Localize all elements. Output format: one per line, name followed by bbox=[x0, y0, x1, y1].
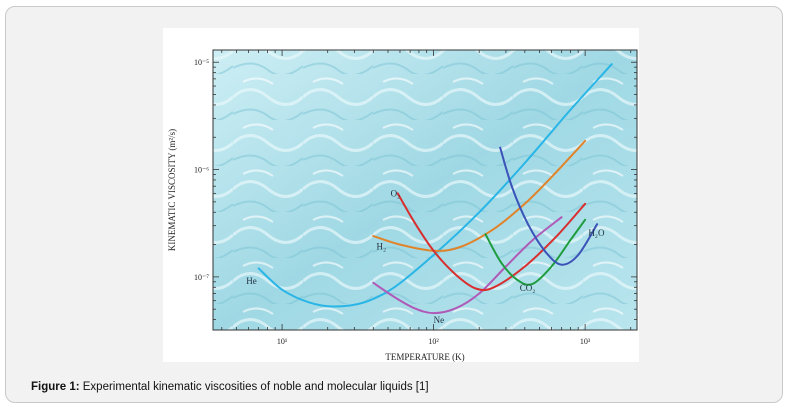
x-tick-label: 10³ bbox=[580, 337, 591, 346]
x-axis-label: TEMPERATURE (K) bbox=[385, 352, 464, 362]
figure-caption: Figure 1: Experimental kinematic viscosi… bbox=[31, 381, 429, 393]
series-label-o2: O₂ bbox=[391, 189, 401, 199]
chart-figure: 10¹ 10² 10³ 10⁻⁷ 10⁻⁶ 10⁻⁵ He Ne H₂ O₂ CO₂ H₂O TEM… bbox=[163, 28, 639, 362]
series-line-co2 bbox=[484, 218, 587, 286]
viscosity-chart: 10¹ 10² 10³ 10⁻⁷ 10⁻⁶ 10⁻⁵ He Ne H₂ O₂ CO₂ H₂O TEM… bbox=[167, 49, 638, 362]
series-line-o2 bbox=[396, 192, 587, 292]
series-label-ne: Ne bbox=[434, 315, 445, 325]
figure-panel: 10¹ 10² 10³ 10⁻⁷ 10⁻⁶ 10⁻⁵ He Ne H₂ O₂ CO₂ H₂O TEM… bbox=[5, 6, 783, 403]
series-line-h2 bbox=[372, 139, 587, 252]
series-line-h2o bbox=[499, 146, 599, 266]
y-tick-label: 10⁻⁶ bbox=[194, 166, 209, 175]
series-label-h2o: H₂O bbox=[588, 228, 605, 238]
x-tick-label: 10¹ bbox=[277, 337, 288, 346]
series-label-co2: CO₂ bbox=[520, 283, 536, 293]
plot-background bbox=[213, 50, 637, 330]
figure-caption-label: Figure 1: bbox=[31, 381, 80, 393]
series-label-h2: H₂ bbox=[377, 241, 387, 251]
series-line-ne bbox=[372, 216, 563, 315]
y-tick-label: 10⁻⁵ bbox=[194, 58, 209, 67]
plot-frame bbox=[212, 49, 638, 331]
series-layer: He Ne H₂ O₂ CO₂ H₂O bbox=[246, 63, 613, 325]
axes: 10¹ 10² 10³ 10⁻⁷ 10⁻⁶ 10⁻⁵ bbox=[194, 49, 638, 346]
y-axis-label: KINEMATIC VISCOSITY (m²/s) bbox=[167, 129, 177, 251]
y-tick-label: 10⁻⁷ bbox=[194, 273, 209, 282]
x-tick-label: 10² bbox=[428, 337, 439, 346]
figure-caption-text: Experimental kinematic viscosities of no… bbox=[82, 381, 429, 393]
series-line-he bbox=[257, 63, 613, 308]
series-label-he: He bbox=[246, 276, 256, 286]
